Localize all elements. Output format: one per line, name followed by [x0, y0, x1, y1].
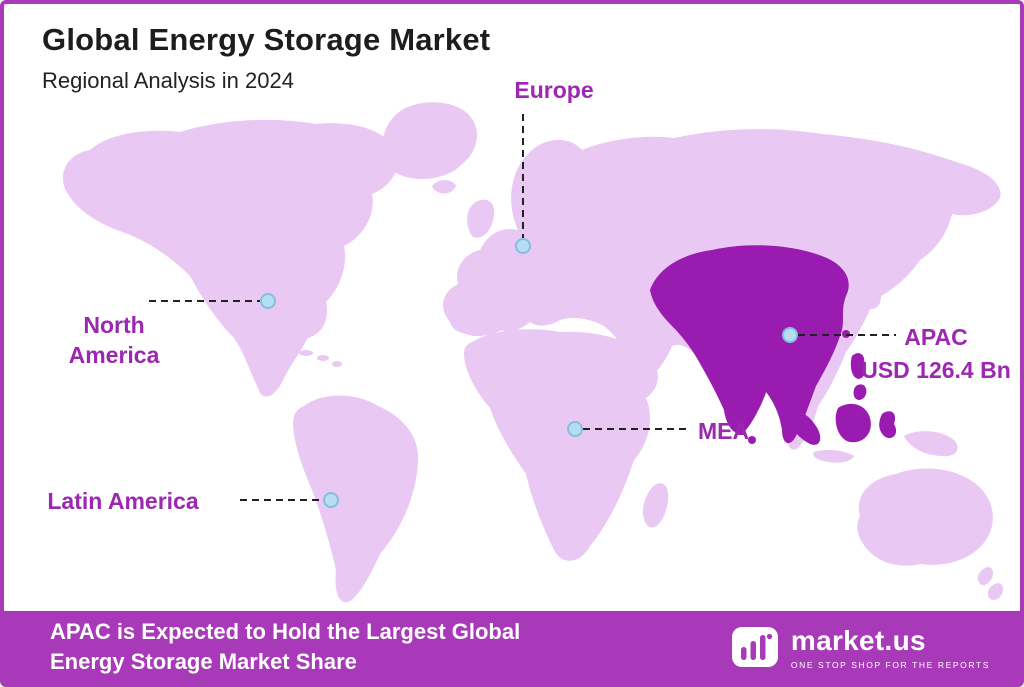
- world-map: [62, 102, 1004, 603]
- islands-caribbean: [332, 361, 342, 367]
- island-sumatra: [786, 409, 821, 445]
- islands-caribbean: [317, 355, 329, 361]
- continent-south-america: [293, 395, 419, 603]
- region-label-mea: MEA: [698, 418, 750, 444]
- logo-tagline: ONE STOP SHOP FOR THE REPORTS: [790, 659, 990, 670]
- island-borneo: [835, 403, 871, 443]
- market-us-logo: market.us ONE STOP SHOP FOR THE REPORTS: [731, 625, 990, 670]
- landmass-iceland: [432, 180, 456, 194]
- landmass-greenland: [382, 102, 477, 179]
- region-apac-highlight: [650, 245, 849, 444]
- marker-europe: [515, 238, 531, 254]
- header: Global Energy Storage Market Regional An…: [42, 22, 490, 94]
- page-subtitle: Regional Analysis in 2024: [42, 68, 294, 93]
- region-label-europe: Europe: [514, 77, 594, 103]
- marker-latin-america: [323, 492, 339, 508]
- marker-apac: [782, 327, 798, 343]
- banner-line-2: Energy Storage Market Share: [50, 649, 357, 674]
- island-java: [813, 449, 854, 463]
- landmass-madagascar: [642, 483, 669, 528]
- banner-headline: APAC is Expected to Hold the Largest Glo…: [50, 617, 520, 676]
- marker-mea: [567, 421, 583, 437]
- island-sulawesi: [879, 411, 897, 439]
- landmass-uk: [467, 199, 495, 238]
- apac-value: USD 126.4 Bn: [861, 357, 1011, 384]
- island-sri-lanka: [748, 436, 756, 444]
- bottom-banner: APAC is Expected to Hold the Largest Glo…: [4, 611, 1020, 683]
- logo-name: market.us: [790, 624, 926, 656]
- apac-label: APAC: [904, 324, 968, 350]
- continent-north-america: [62, 119, 398, 397]
- banner-line-1: APAC is Expected to Hold the Largest Glo…: [50, 619, 521, 645]
- continent-africa: [464, 329, 658, 561]
- island-new-guinea: [904, 431, 958, 457]
- page-title: Global Energy Storage Market: [42, 22, 491, 57]
- landmass-japan: [861, 258, 888, 309]
- market-us-logo-icon: [731, 627, 778, 667]
- region-label-north-america: North America: [68, 312, 160, 368]
- region-label-latin-america: Latin America: [47, 488, 199, 514]
- region-label-apac: APAC USD 126.4 Bn: [852, 321, 1020, 388]
- logo-wordmark: market.us ONE STOP SHOP FOR THE REPORTS: [791, 625, 990, 670]
- marker-north-america: [260, 293, 276, 309]
- islands-philippines: [850, 353, 867, 400]
- continent-australia: [857, 468, 993, 566]
- landmass-new-zealand: [977, 567, 1004, 600]
- islands-caribbean: [299, 350, 313, 356]
